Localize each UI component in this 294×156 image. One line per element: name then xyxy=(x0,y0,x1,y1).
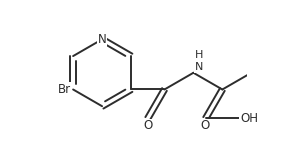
Text: N: N xyxy=(98,33,106,46)
Text: O: O xyxy=(200,119,209,132)
Text: O: O xyxy=(143,119,152,132)
Text: OH: OH xyxy=(240,112,258,125)
Text: Br: Br xyxy=(58,83,71,96)
Text: H
N: H N xyxy=(194,50,203,72)
